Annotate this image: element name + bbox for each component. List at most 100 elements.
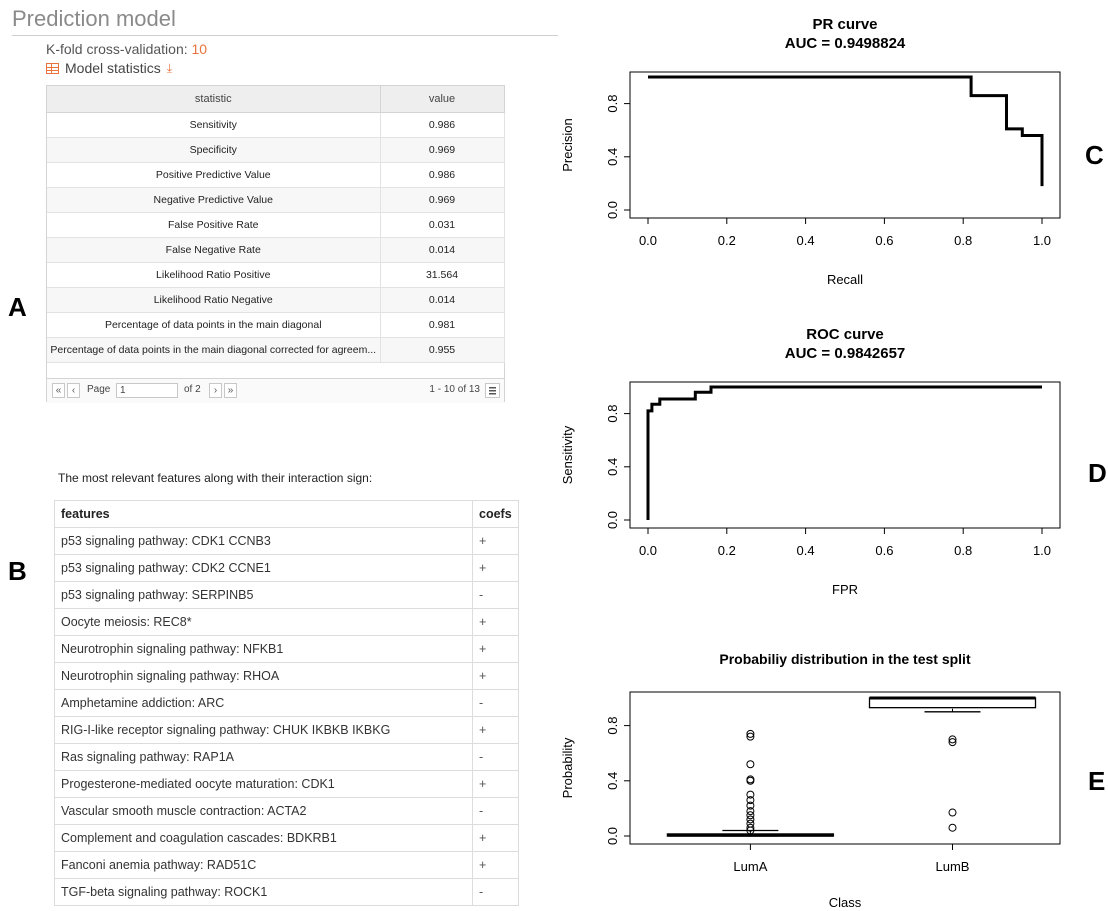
coef-cell: -	[472, 743, 519, 771]
feature-cell: Ras signaling pathway: RAP1A	[54, 743, 473, 771]
series-line	[648, 75, 1044, 187]
value-cell: 0.981	[380, 312, 505, 338]
outlier-point	[746, 807, 755, 816]
table-row: Fanconi anemia pathway: RAD51C +	[54, 851, 519, 879]
table-icon	[46, 62, 59, 74]
x-axis-label: FPR	[832, 582, 858, 597]
value-cell: 0.014	[380, 237, 505, 263]
value-cell: 0.969	[380, 137, 505, 163]
outlier-point	[746, 732, 755, 741]
y-tick-label: 0.4	[605, 148, 620, 166]
outlier-point	[746, 815, 755, 824]
coef-cell: +	[472, 554, 519, 582]
outlier-point	[746, 796, 755, 805]
column-header-features: features	[54, 500, 473, 528]
y-axis-label: Probability	[560, 737, 575, 798]
panel-letter-b: B	[8, 556, 27, 586]
statistic-cell: Sensitivity	[47, 112, 381, 138]
outlier-point	[746, 790, 755, 799]
statistic-cell: Positive Predictive Value	[47, 162, 381, 188]
value-cell: 0.986	[380, 162, 505, 188]
column-header-value[interactable]: value	[380, 86, 505, 113]
model-statistics-label: Model statistics	[65, 60, 161, 76]
outlier-point	[746, 811, 755, 820]
statistics-table: statistic value Sensitivity 0.986 Specific…	[47, 86, 505, 363]
x-tick-label: 0.6	[875, 233, 893, 248]
record-range: 1 - 10 of 13	[429, 384, 480, 395]
table-row: p53 signaling pathway: CDK2 CCNE1 +	[54, 554, 519, 582]
panel-letter-d: D	[1088, 458, 1107, 488]
table-row[interactable]: False Positive Rate 0.031	[47, 212, 505, 238]
features-table-wrapper: features coefs p53 signaling pathway: CD…	[54, 500, 519, 906]
x-tick-label: 0.4	[797, 543, 815, 558]
series-line	[646, 385, 1042, 520]
model-statistics-grid: statistic value Sensitivity 0.986 Specific…	[46, 85, 505, 403]
value-cell: 0.969	[380, 187, 505, 213]
table-row: Progesterone-mediated oocyte maturation:…	[54, 770, 519, 798]
outlier-point	[746, 760, 755, 769]
kfold-label: K-fold cross-validation:	[46, 41, 188, 57]
feature-cell: Vascular smooth muscle contraction: ACTA…	[54, 797, 473, 825]
menu-icon[interactable]	[485, 383, 500, 398]
coef-cell: +	[472, 527, 519, 555]
coef-cell: +	[472, 716, 519, 744]
feature-cell: Complement and coagulation cascades: BDK…	[54, 824, 473, 852]
table-row[interactable]: Percentage of data points in the main di…	[47, 312, 505, 338]
statistic-cell: Negative Predictive Value	[47, 187, 381, 213]
value-cell: 0.955	[380, 337, 505, 363]
table-row[interactable]: Percentage of data points in the main di…	[47, 337, 505, 363]
page-title: Prediction model	[12, 6, 176, 31]
value-cell: 0.986	[380, 112, 505, 138]
download-icon[interactable]: ⤓	[166, 60, 173, 75]
outlier-point	[948, 738, 957, 747]
table-row: Amphetamine addiction: ARC -	[54, 689, 519, 717]
feature-cell: RIG-I-like receptor signaling pathway: C…	[54, 716, 473, 744]
table-row[interactable]: False Negative Rate 0.014	[47, 237, 505, 263]
y-tick-label: 0.0	[605, 201, 620, 219]
coef-cell: +	[472, 770, 519, 798]
table-row: TGF-beta signaling pathway: ROCK1-	[54, 878, 519, 906]
title-divider	[12, 35, 558, 36]
table-row: Complement and coagulation cascades: BDK…	[54, 824, 519, 852]
feature-cell: Amphetamine addiction: ARC	[54, 689, 473, 717]
roc-curve-chart: ROC curve AUC = 0.9842657 0.0 0.2 0.4 0.6 0.8 1…	[560, 326, 1061, 597]
feature-cell: p53 signaling pathway: SERPINB5	[54, 581, 473, 609]
table-row: Neurotrophin signaling pathway: RHOA +	[54, 662, 519, 690]
x-tick-label: 1.0	[1033, 543, 1051, 558]
y-tick-label: 0.8	[605, 717, 620, 735]
outlier-point	[746, 801, 755, 810]
panel-letter-e: E	[1088, 766, 1106, 796]
feature-cell: Oocyte meiosis: REC8*	[54, 608, 473, 636]
last-page-button[interactable]: »	[224, 383, 237, 398]
prev-page-button[interactable]: ‹	[67, 383, 80, 398]
coef-cell: -	[472, 689, 519, 717]
statistic-cell: Percentage of data points in the main di…	[47, 337, 381, 363]
column-header-coefs: coefs	[472, 500, 519, 528]
first-page-button[interactable]: «	[52, 383, 65, 398]
table-row[interactable]: Specificity 0.969	[47, 137, 505, 163]
chart-title: Probabiliy distribution in the test spli…	[719, 651, 971, 667]
table-row[interactable]: Likelihood Ratio Positive 31.564	[47, 262, 505, 288]
table-row: Oocyte meiosis: REC8* +	[54, 608, 519, 636]
statistic-cell: Likelihood Ratio Negative	[47, 287, 381, 313]
feature-cell: Fanconi anemia pathway: RAD51C	[54, 851, 473, 879]
x-tick-label: 0.0	[639, 543, 657, 558]
x-tick-label: 1.0	[1033, 233, 1051, 248]
next-page-button[interactable]: ›	[209, 383, 222, 398]
table-row[interactable]: Negative Predictive Value 0.969	[47, 187, 505, 213]
table-row: RIG-I-like receptor signaling pathway: C…	[54, 716, 519, 744]
statistic-cell: Specificity	[47, 137, 381, 163]
y-axis-label: Precision	[560, 118, 575, 171]
page-number-input[interactable]: 1	[116, 383, 178, 398]
plot-frame	[629, 71, 1061, 219]
model-statistics-header[interactable]: Model statistics ⤓	[46, 60, 172, 76]
table-row[interactable]: Likelihood Ratio Negative 0.014	[47, 287, 505, 313]
table-row[interactable]: Sensitivity 0.986	[47, 112, 505, 138]
coef-cell: +	[472, 608, 519, 636]
table-pager: « ‹ Page 1 of 2 › » 1 - 10 of 13	[47, 378, 504, 403]
x-tick-label: LumB	[936, 859, 970, 874]
outlier-point	[746, 823, 755, 832]
panel-letter-c: C	[1085, 140, 1104, 170]
column-header-statistic[interactable]: statistic	[47, 86, 381, 113]
table-row[interactable]: Positive Predictive Value 0.986	[47, 162, 505, 188]
